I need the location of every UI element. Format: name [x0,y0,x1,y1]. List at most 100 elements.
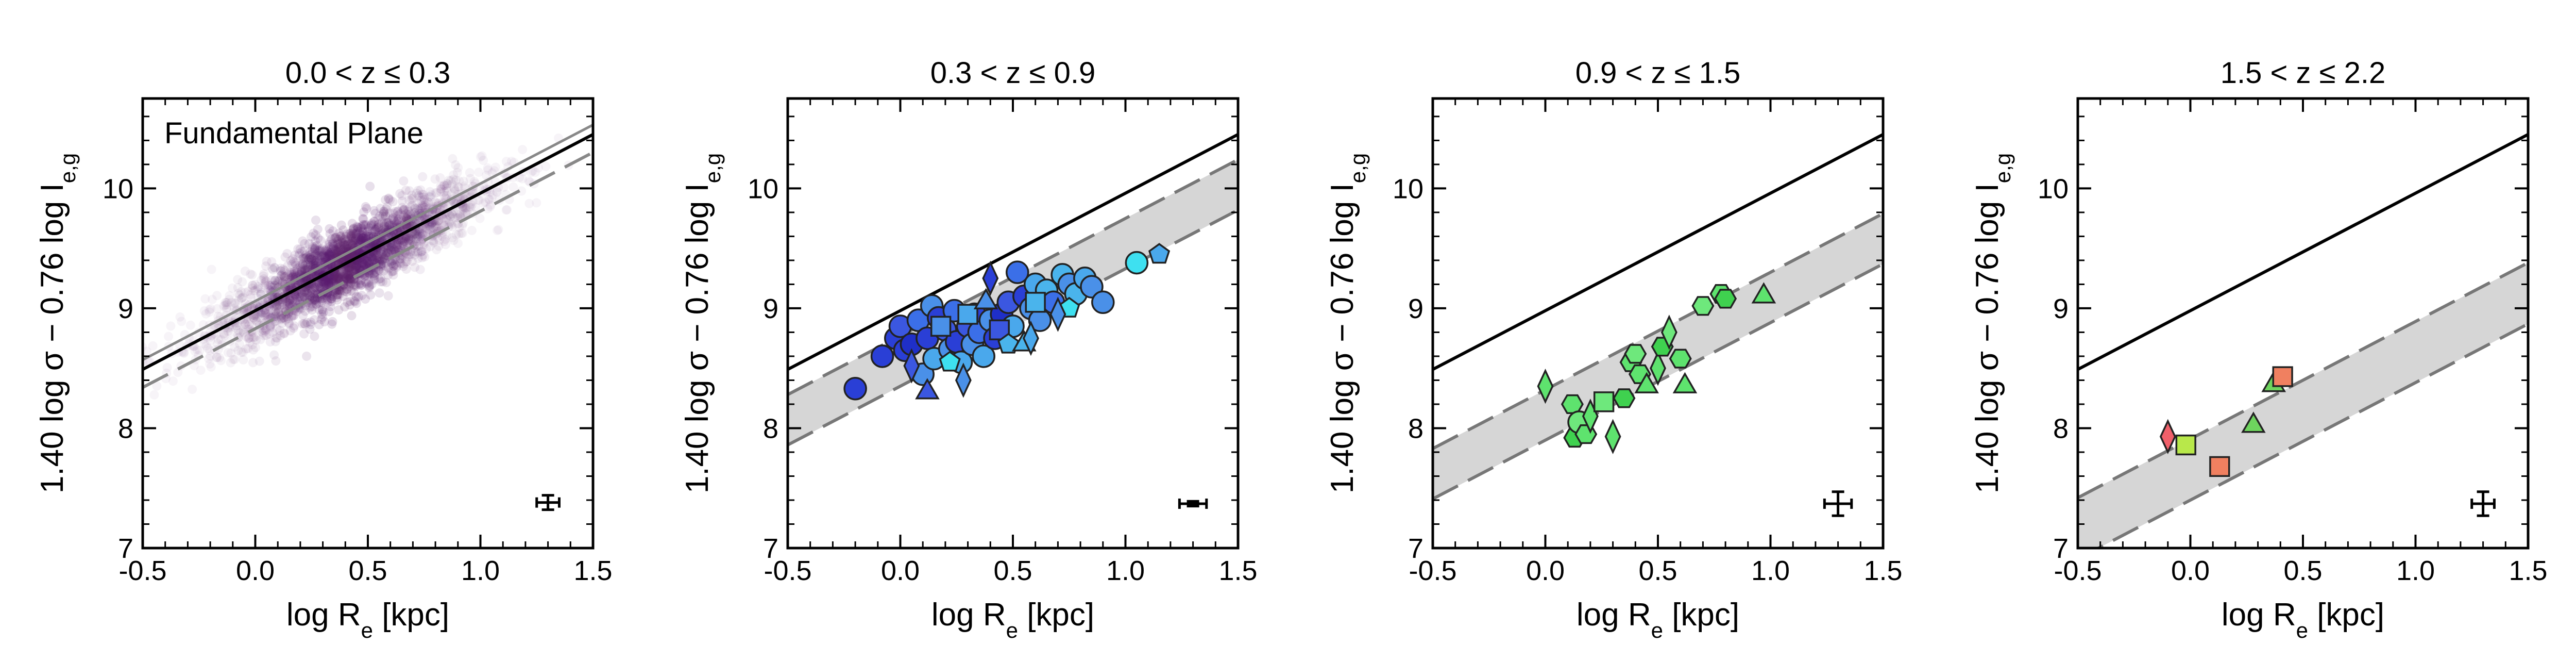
cloud-point [337,234,347,243]
cloud-point [230,342,240,352]
cloud-point [373,214,383,223]
cloud-point [324,275,333,285]
cloud-point [418,228,428,238]
cloud-point [310,315,319,325]
cloud-point [359,255,369,265]
cloud-point [430,220,439,229]
cloud-point [387,214,397,224]
cloud-point [416,203,426,213]
cloud-point [313,245,323,255]
cloud-point [393,216,402,225]
cloud-point [355,258,365,268]
cloud-point [423,221,433,231]
cloud-point [175,312,185,322]
cloud-point [376,274,385,284]
cloud-point [374,251,384,261]
cloud-point [261,325,271,335]
cloud-point [233,289,243,299]
cloud-point [447,179,457,189]
cloud-point [177,317,187,326]
cloud-point [357,258,367,268]
cloud-point [295,244,305,254]
cloud-point [311,230,320,240]
y-tick-label: 10 [103,173,133,204]
cloud-point [360,255,369,264]
cloud-point [369,251,379,261]
cloud-point [460,203,470,213]
cloud-point [383,270,393,280]
cloud-point [246,290,255,300]
cloud-point [276,271,286,280]
cloud-point [454,222,464,232]
cloud-point [330,245,340,255]
cloud-point [164,332,174,341]
cloud-point [348,227,358,237]
cloud-point [308,242,317,252]
cloud-point [330,234,340,243]
cloud-point [363,226,373,236]
cloud-point [367,279,377,289]
cloud-point [396,258,405,268]
data-point-square [1025,292,1046,313]
cloud-point [485,202,495,212]
cloud-point [333,290,343,300]
cloud-point [352,222,362,231]
cloud-point [349,288,359,297]
cloud-point [357,232,366,242]
cloud-point [404,250,414,260]
cloud-point [325,307,334,317]
cloud-point [404,234,414,244]
cloud-point [242,332,251,342]
cloud-point [283,270,293,279]
cloud-point [345,270,355,280]
cloud-point [398,261,408,271]
cloud-point [259,271,268,281]
cloud-point [308,247,317,257]
y-tick-label: 8 [1408,413,1423,444]
cloud-point [404,232,414,242]
cloud-point [383,218,393,228]
cloud-point [466,202,476,212]
cloud-point [314,298,324,308]
cloud-point [276,266,285,276]
cloud-point [419,194,429,204]
cloud-point [311,296,321,306]
cloud-point [415,192,425,202]
cloud-point [292,291,301,301]
cloud-point [362,255,371,265]
cloud-point [367,219,377,228]
cloud-point [362,204,371,213]
cloud-point [381,258,391,268]
cloud-point [237,293,247,303]
cloud-point [439,237,449,246]
cloud-point [290,321,299,331]
cloud-point [449,170,459,180]
cloud-point [324,250,334,259]
cloud-point [276,263,285,273]
cloud-point [333,240,343,250]
cloud-point [294,291,304,301]
cloud-point [456,228,466,238]
cloud-point [233,345,243,355]
x-axis-label: log Re [kpc] [1577,597,1739,642]
cloud-point [316,282,326,292]
cloud-point [327,251,336,260]
cloud-point [343,271,353,280]
cloud-point [424,198,433,207]
cloud-point [369,275,379,285]
cloud-point [255,313,265,323]
cloud-point [404,207,414,216]
cloud-point [205,305,214,315]
cloud-point [388,213,398,223]
cloud-point [415,226,425,236]
cloud-point [408,237,418,247]
data-point-square [2209,456,2230,477]
cloud-point [340,234,350,244]
cloud-point [343,297,352,307]
cloud-point [273,333,282,343]
cloud-point [149,390,159,400]
cloud-point [518,145,528,155]
cloud-point [324,251,333,261]
cloud-point [298,254,308,263]
cloud-point [364,231,374,241]
